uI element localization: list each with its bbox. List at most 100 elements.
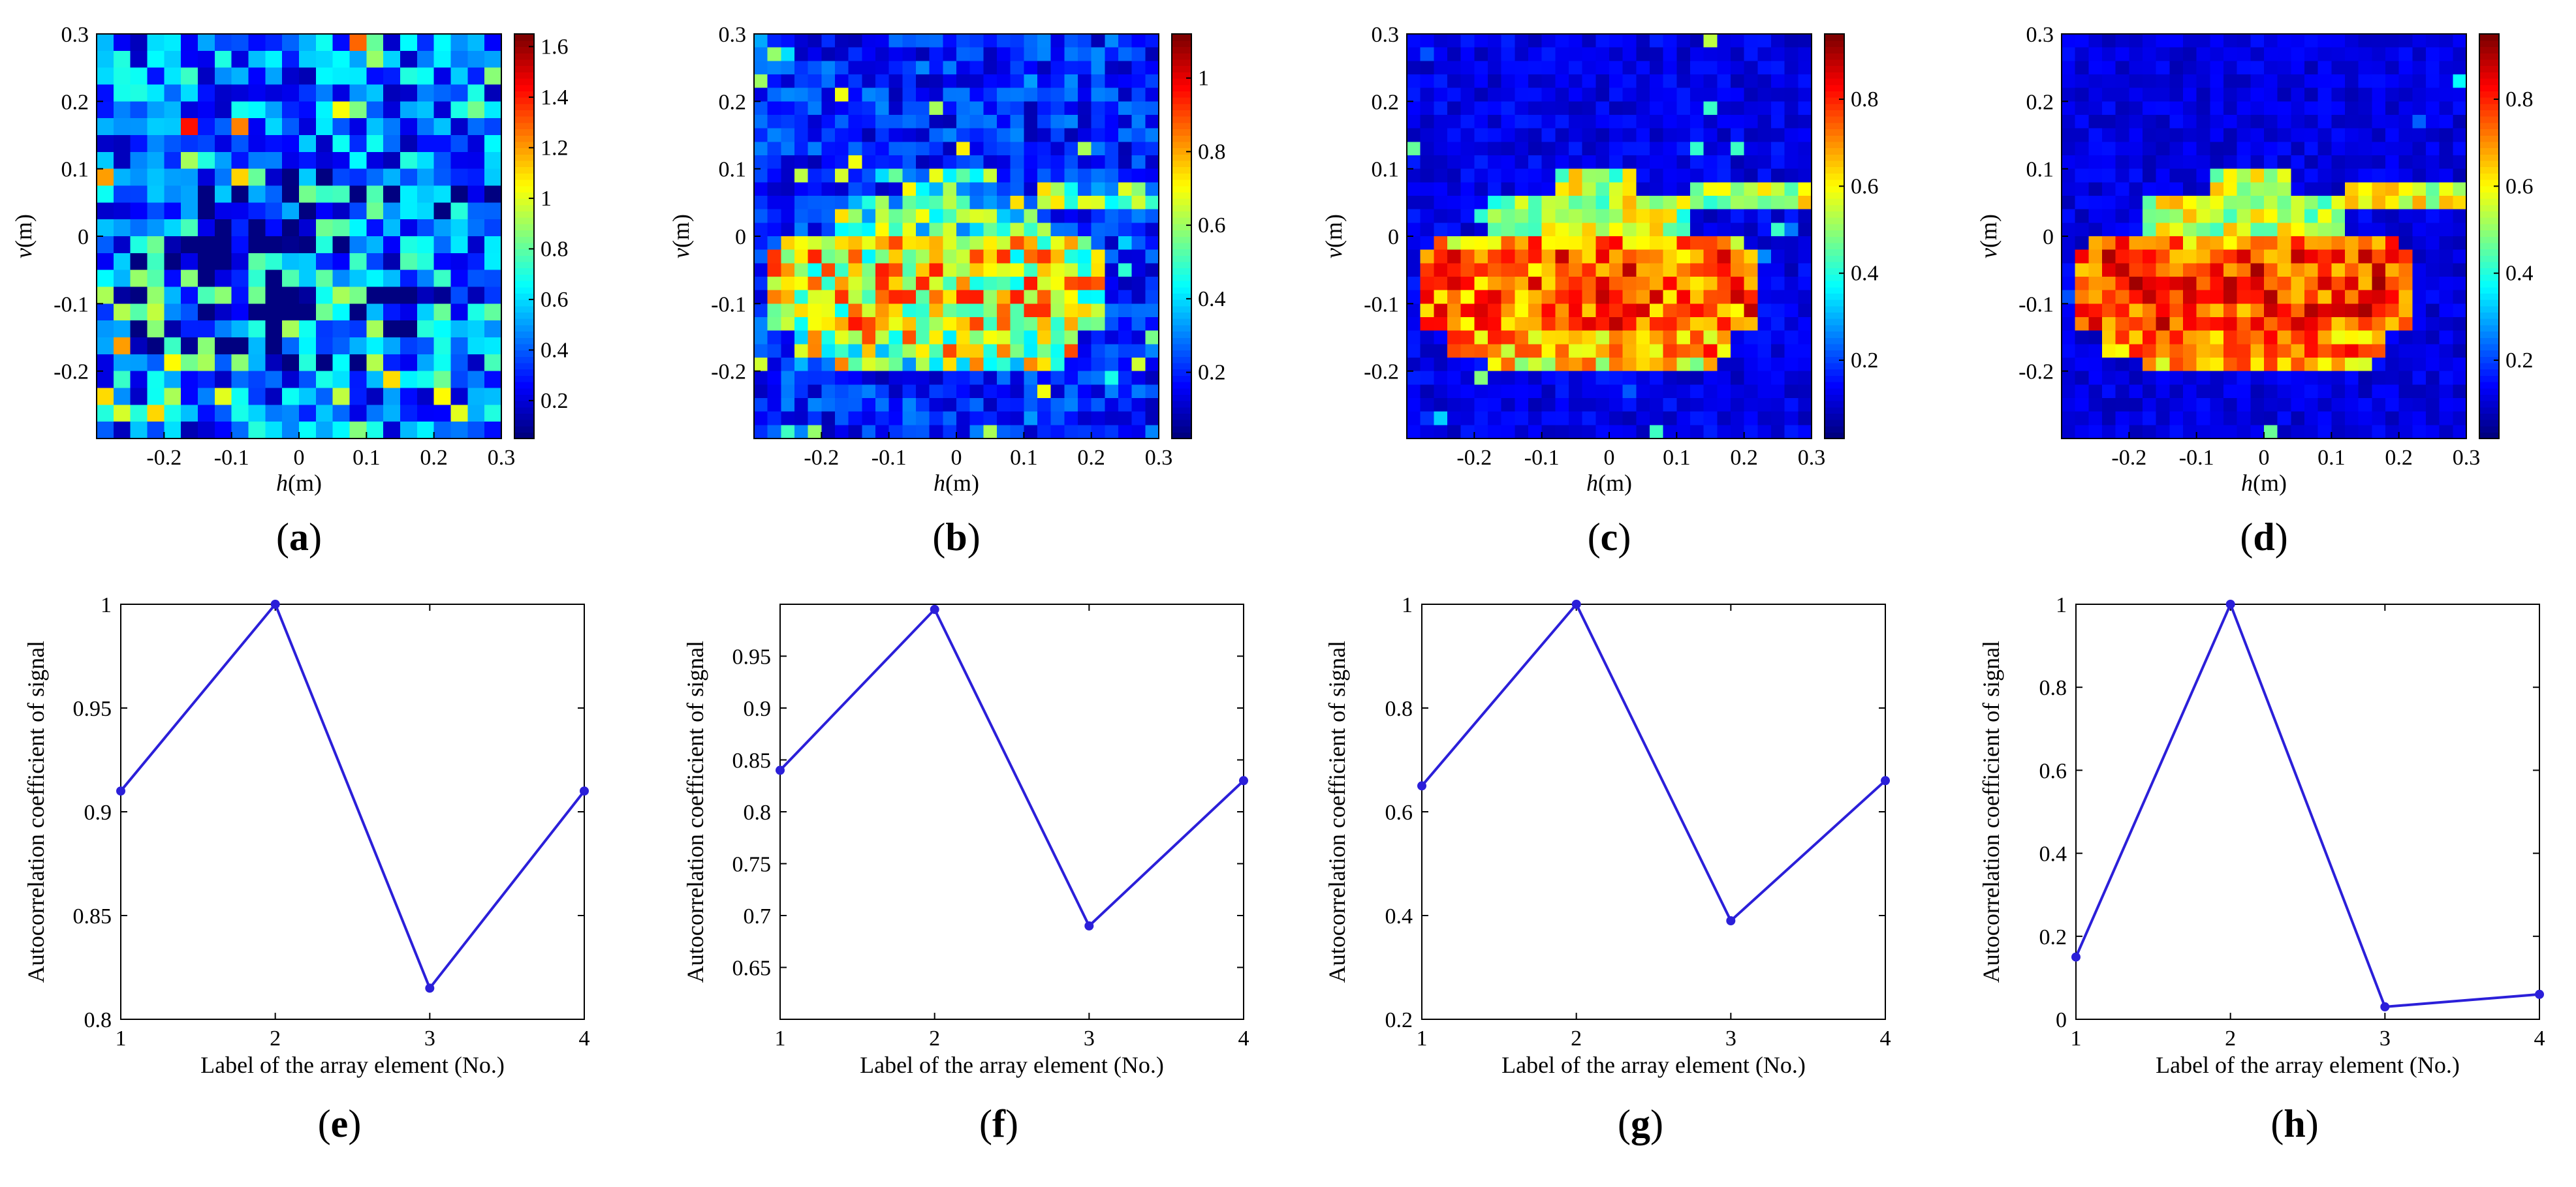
heatmap-cell — [433, 151, 452, 170]
heatmap-cell — [943, 209, 957, 223]
heatmap-cell — [1501, 263, 1515, 277]
heatmap-cell — [1771, 263, 1785, 277]
heatmap-cell — [2331, 128, 2346, 142]
heatmap-cell — [1528, 209, 1543, 223]
heatmap-cell — [1420, 398, 1434, 412]
heatmap-cell — [1407, 115, 1421, 129]
heatmap-cell — [1784, 263, 1798, 277]
heatmap-cell — [2196, 411, 2210, 425]
heatmap-cell — [1528, 344, 1543, 358]
heatmap-cell — [1595, 303, 1610, 318]
heatmap-cell — [282, 388, 300, 405]
colorbar-segment — [1172, 91, 1191, 98]
heatmap-cell — [198, 253, 215, 271]
heatmap-cell — [1050, 61, 1065, 75]
heatmap-cell — [1555, 155, 1569, 170]
colorbar-segment — [2479, 369, 2499, 376]
heatmap-cell — [2264, 209, 2278, 223]
heatmap-cell — [1010, 330, 1024, 345]
colorbar-segment — [1825, 388, 1844, 395]
heatmap-cell — [1555, 196, 1569, 210]
heatmap-cell — [1434, 358, 1448, 372]
colorbar-segment — [1172, 299, 1191, 307]
colorbar-segment — [2479, 154, 2499, 161]
heatmap-cell — [1771, 371, 1785, 385]
heatmap-cell — [781, 47, 795, 61]
heatmap-cell — [1145, 425, 1159, 439]
heatmap-cell — [2304, 425, 2319, 439]
heatmap-cell — [1663, 358, 1677, 372]
heatmap-cell — [1145, 249, 1159, 264]
heatmap-cell — [2102, 61, 2116, 75]
heatmap-cell — [1515, 411, 1529, 425]
heatmap-cell — [754, 371, 768, 385]
heatmap-cell — [2156, 101, 2170, 116]
heatmap-cell — [2102, 425, 2116, 439]
heatmap-cell — [484, 202, 502, 220]
heatmap-cell — [2304, 209, 2319, 223]
x-tick-label: 3 — [2380, 1026, 2391, 1051]
heatmap-cell — [2115, 209, 2129, 223]
heatmap-cell — [1131, 182, 1146, 196]
x-axis-label: h(m) — [934, 470, 979, 496]
heatmap-cell — [1569, 344, 1583, 358]
heatmap-cell — [2372, 411, 2386, 425]
heatmap-cell — [1569, 74, 1583, 89]
heatmap-cell — [1663, 330, 1677, 345]
heatmap-cell — [315, 185, 334, 203]
heatmap-cell — [2264, 371, 2278, 385]
heatmap-cell — [1078, 155, 1092, 170]
heatmap-cell — [1515, 34, 1529, 48]
heatmap-cell — [1105, 290, 1119, 304]
heatmap-cell — [808, 168, 822, 183]
colorbar-segment — [1172, 375, 1191, 382]
heatmap-cell — [1078, 277, 1092, 291]
heatmap-cell — [265, 101, 283, 119]
heatmap-cell — [956, 87, 971, 102]
colorbar-segment — [1172, 46, 1191, 54]
heatmap-cell — [1703, 87, 1718, 102]
heatmap-cell — [1131, 209, 1146, 223]
heatmap-cell — [2439, 223, 2453, 237]
heatmap-cell — [2439, 196, 2453, 210]
heatmap-cell — [1118, 277, 1133, 291]
heatmap-cell — [2304, 196, 2319, 210]
heatmap-cell — [2426, 196, 2440, 210]
heatmap-cell — [231, 236, 249, 254]
heatmap-cell — [2129, 196, 2143, 210]
heatmap-cell — [2223, 209, 2238, 223]
heatmap-cell — [332, 168, 351, 187]
heatmap-cell — [2398, 358, 2413, 372]
heatmap-cell — [433, 270, 452, 288]
heatmap-cell — [956, 74, 971, 89]
heatmap-cell — [1447, 330, 1462, 345]
heatmap-cell — [2439, 317, 2453, 331]
heatmap-cell — [2062, 142, 2076, 156]
heatmap-cell — [450, 320, 468, 338]
heatmap-cell — [1703, 115, 1718, 129]
heatmap-cell — [2115, 411, 2129, 425]
heatmap-cell — [1091, 74, 1105, 89]
heatmap-cell — [198, 405, 215, 422]
heatmap-cell — [2439, 74, 2453, 89]
heatmap-cell — [1434, 384, 1448, 399]
heatmap-cell — [1145, 182, 1159, 196]
heatmap-cell — [888, 263, 903, 277]
colorbar-segment — [1172, 40, 1191, 48]
colorbar-segment — [1825, 166, 1844, 174]
heatmap-cell — [2183, 61, 2197, 75]
heatmap-cell — [2412, 196, 2427, 210]
heatmap-cell — [383, 34, 401, 52]
heatmap-cell — [2439, 425, 2453, 439]
heatmap-cell — [1555, 74, 1569, 89]
heatmap-cell — [1064, 411, 1078, 425]
heatmap-cell — [2317, 155, 2332, 170]
heatmap-cell — [1771, 303, 1785, 318]
y-tick-label: 0 — [2043, 225, 2054, 249]
heatmap-cell — [835, 344, 849, 358]
heatmap-cell — [1474, 223, 1488, 237]
heatmap-cell — [2075, 303, 2089, 318]
heatmap-cell — [2102, 115, 2116, 129]
heatmap-cell — [1050, 115, 1065, 129]
heatmap-cell — [1050, 358, 1065, 372]
